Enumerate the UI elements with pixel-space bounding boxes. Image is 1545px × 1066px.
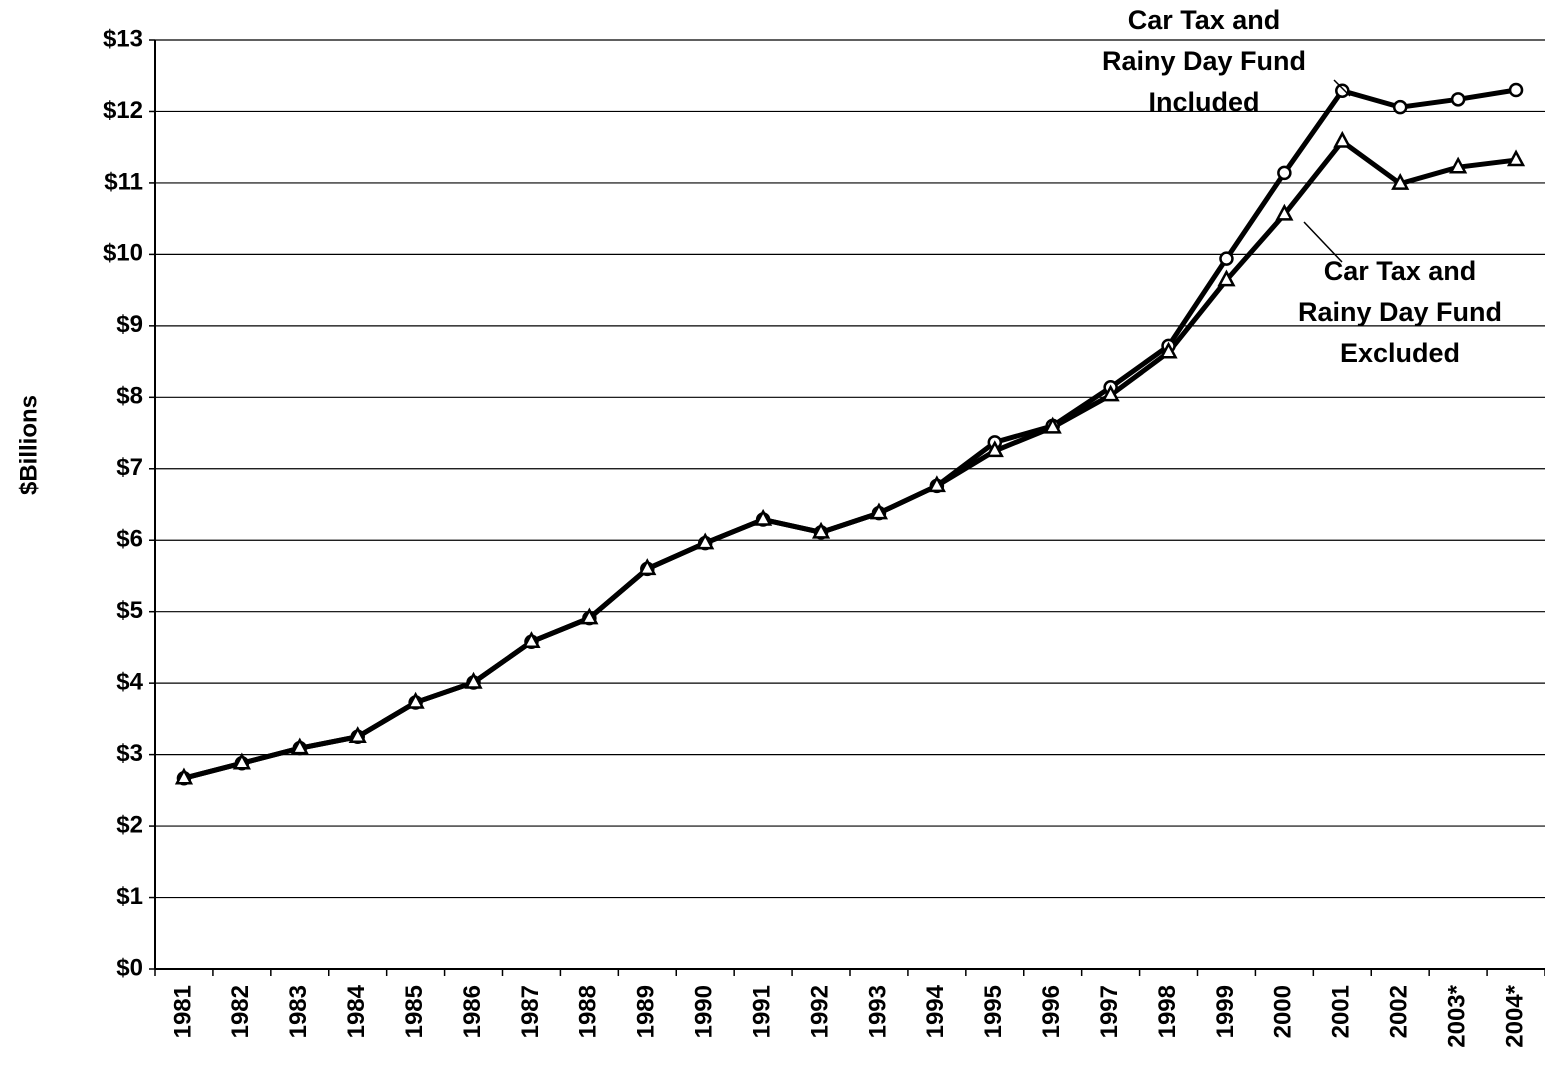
marker-triangle [464, 671, 483, 689]
marker-triangle [522, 631, 541, 648]
x-tick-label: 1986 [459, 985, 486, 1038]
x-tick-label: 1984 [343, 984, 370, 1038]
x-tick-label: 2004* [1501, 984, 1528, 1047]
x-tick-label: 2002 [1386, 985, 1413, 1038]
x-tick-label: 1985 [401, 985, 428, 1038]
y-tick-label: $3 [116, 740, 143, 767]
annotation: Rainy Day Fund [1102, 46, 1306, 76]
leader-line [1303, 221, 1343, 263]
x-tick-label: 1981 [169, 985, 196, 1038]
y-tick-label: $11 [104, 168, 143, 195]
marker-circle [1277, 165, 1292, 181]
marker-circle [1392, 99, 1408, 115]
leader-line [1333, 79, 1351, 97]
x-tick-label: 1982 [227, 985, 254, 1038]
series-line [183, 87, 1517, 781]
marker-triangle [1159, 341, 1178, 359]
x-tick-label: 1988 [575, 985, 602, 1038]
annotation: Car Tax and [1128, 5, 1281, 35]
y-tick-label: $4 [116, 668, 143, 695]
marker-triangle [174, 767, 194, 785]
x-tick-label: 1999 [1212, 985, 1239, 1038]
y-axis-label: $Billions [15, 395, 42, 495]
marker-triangle [232, 752, 251, 770]
marker-triangle [348, 726, 367, 743]
x-tick-label: 1990 [691, 985, 718, 1038]
y-tick-label: $6 [116, 526, 143, 553]
y-tick-label: $1 [116, 883, 143, 910]
marker-circle [1219, 251, 1234, 266]
x-tick-label: 1998 [1154, 985, 1181, 1038]
series-line [183, 138, 1517, 781]
y-tick-label: $7 [116, 454, 143, 481]
x-tick-label: 1992 [806, 985, 833, 1038]
marker-triangle [811, 521, 831, 539]
annotation: Rainy Day Fund [1298, 297, 1502, 327]
marker-triangle [985, 440, 1004, 458]
x-tick-label: 1983 [285, 985, 312, 1038]
marker-triangle [1449, 156, 1468, 174]
marker-triangle [1043, 416, 1062, 434]
x-tick-label: 1997 [1096, 985, 1123, 1038]
y-tick-label: $8 [116, 383, 143, 410]
marker-triangle [580, 607, 599, 625]
marker-triangle [696, 532, 715, 550]
x-tick-label: 1994 [922, 984, 949, 1038]
marker-circle [1508, 82, 1524, 98]
marker-triangle [1506, 149, 1526, 167]
x-tick-label: 1993 [864, 985, 891, 1038]
x-tick-label: 2003* [1443, 984, 1470, 1047]
marker-triangle [290, 737, 309, 755]
annotation: Included [1148, 87, 1259, 117]
annotation: Excluded [1340, 338, 1460, 368]
x-tick-label: 1996 [1038, 985, 1065, 1038]
x-tick-label: 1991 [748, 985, 775, 1038]
marker-triangle [1275, 203, 1294, 221]
marker-circle [1450, 92, 1466, 107]
marker-triangle [1101, 384, 1120, 402]
marker-triangle [754, 508, 773, 526]
x-tick-label: 2000 [1270, 985, 1297, 1038]
x-tick-label: 2001 [1328, 985, 1355, 1038]
y-tick-label: $10 [103, 240, 143, 267]
x-tick-label: 1989 [633, 985, 660, 1038]
marker-triangle [638, 558, 657, 576]
y-tick-label: $2 [116, 811, 143, 838]
annotation: Car Tax and [1324, 256, 1477, 286]
marker-triangle [1391, 173, 1410, 190]
x-tick-label: 1995 [980, 985, 1007, 1038]
marker-triangle [406, 691, 425, 709]
y-tick-label: $5 [116, 597, 143, 624]
y-tick-label: $13 [103, 25, 143, 52]
y-tick-label: $9 [116, 311, 143, 338]
marker-circle [1335, 83, 1350, 98]
marker-triangle [927, 475, 946, 493]
marker-triangle [1333, 130, 1352, 148]
marker-triangle [869, 502, 889, 520]
marker-triangle [1217, 269, 1236, 287]
x-tick-label: 1987 [517, 985, 544, 1038]
y-tick-label: $12 [103, 97, 143, 124]
y-tick-label: $0 [116, 954, 143, 981]
